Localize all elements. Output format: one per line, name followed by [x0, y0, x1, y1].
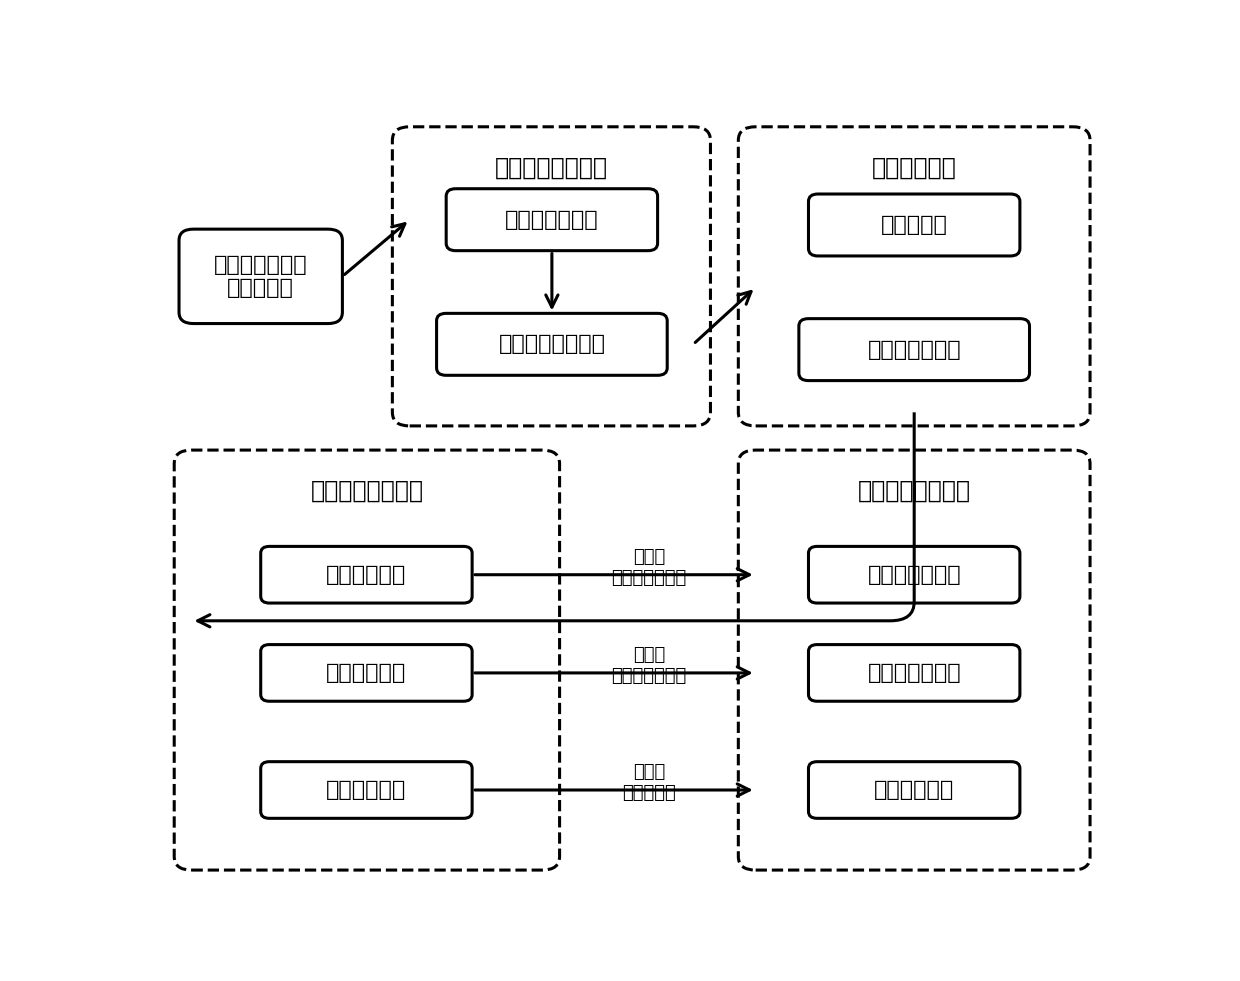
FancyBboxPatch shape — [808, 546, 1019, 603]
Text: 出渣图像噪声梯度: 出渣图像噪声梯度 — [498, 335, 605, 354]
FancyBboxPatch shape — [436, 313, 667, 376]
FancyBboxPatch shape — [179, 230, 342, 324]
FancyBboxPatch shape — [808, 194, 1019, 256]
Text: 平滑区域保留: 平滑区域保留 — [874, 780, 955, 800]
Text: 摄像头获取掘进
机出渣图像: 摄像头获取掘进 机出渣图像 — [213, 255, 308, 298]
FancyBboxPatch shape — [808, 761, 1019, 818]
Text: 零阶次
分数阶掩模: 零阶次 分数阶掩模 — [622, 763, 676, 801]
Text: 出渣梯度图像转换: 出渣梯度图像转换 — [495, 155, 608, 180]
FancyBboxPatch shape — [808, 645, 1019, 701]
Text: 出渣图像分割: 出渣图像分割 — [872, 155, 956, 180]
Text: 自适应噪声去除: 自适应噪声去除 — [867, 565, 961, 585]
Text: 自适应纹理增强: 自适应纹理增强 — [867, 663, 961, 683]
Text: 负阶次
分数阶积分掩模: 负阶次 分数阶积分掩模 — [611, 547, 687, 587]
Text: 最大类间方差法: 最大类间方差法 — [867, 339, 961, 360]
Text: 正阶次
分数阶微分掩模: 正阶次 分数阶微分掩模 — [611, 645, 687, 685]
Text: 出渣纹理区域: 出渣纹理区域 — [326, 663, 407, 683]
Text: 像素点灰度变换: 像素点灰度变换 — [505, 210, 599, 230]
FancyBboxPatch shape — [260, 761, 472, 818]
Text: 干扰噪声区域: 干扰噪声区域 — [326, 565, 407, 585]
Text: 增强后的出渣图像: 增强后的出渣图像 — [858, 479, 971, 503]
Text: 分割后的出渣图像: 分割后的出渣图像 — [310, 479, 423, 503]
Text: 出渣平滑区域: 出渣平滑区域 — [326, 780, 407, 800]
FancyBboxPatch shape — [260, 546, 472, 603]
FancyBboxPatch shape — [446, 188, 657, 251]
Text: 小概率策略: 小概率策略 — [880, 215, 947, 235]
FancyBboxPatch shape — [799, 319, 1029, 381]
FancyBboxPatch shape — [260, 645, 472, 701]
